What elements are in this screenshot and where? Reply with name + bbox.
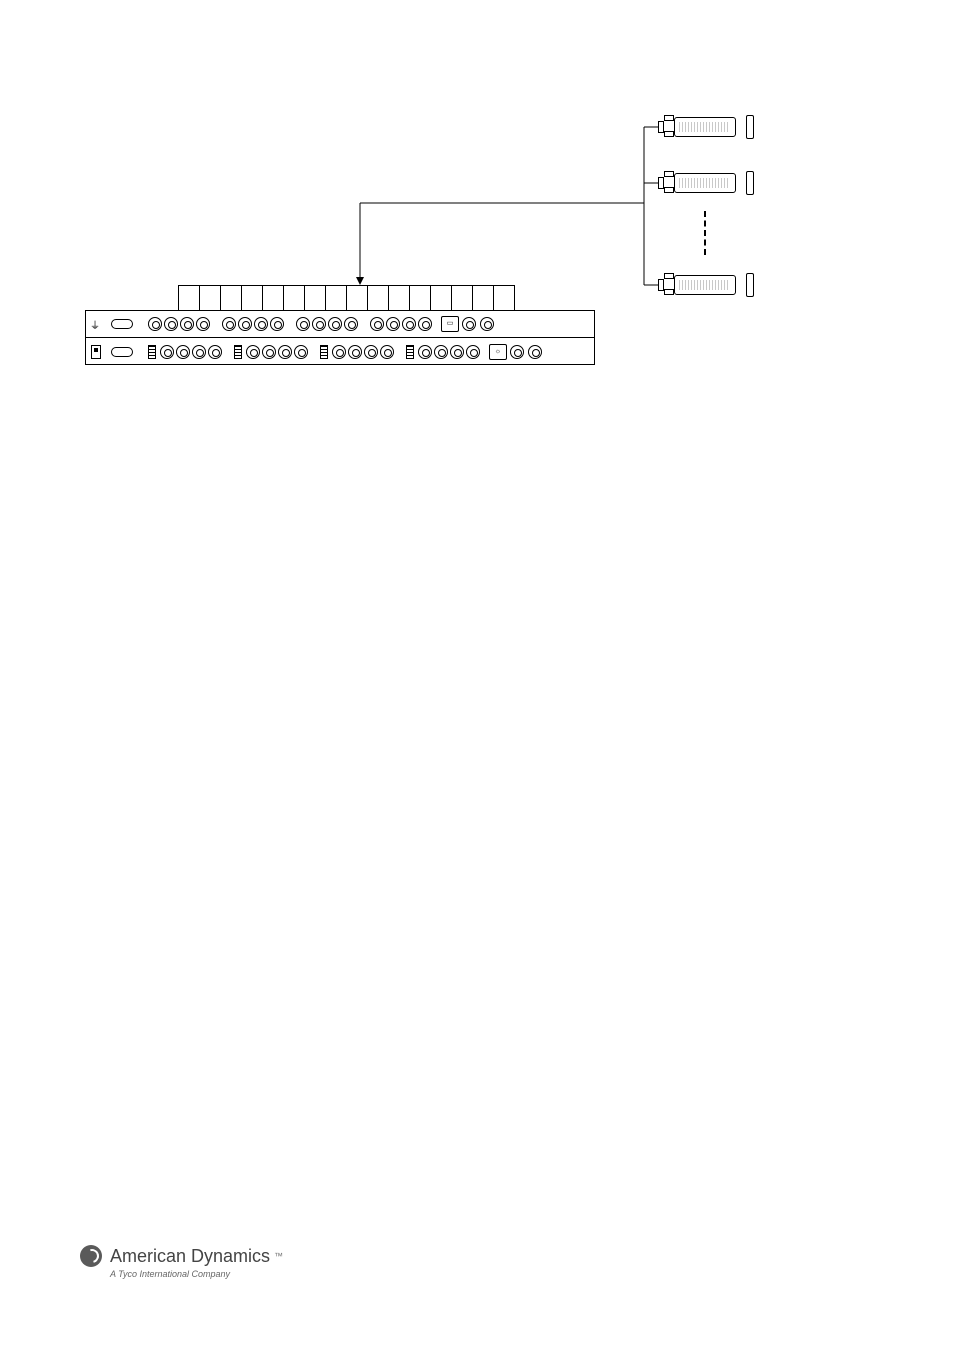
bnc-input — [402, 317, 416, 331]
rack-unit: ⏚ — [85, 310, 595, 365]
bnc-input — [370, 317, 384, 331]
terminal-block — [148, 345, 156, 359]
bnc-input — [296, 317, 310, 331]
camera-1 — [660, 113, 750, 141]
bnc-input — [254, 317, 268, 331]
brand-name: American Dynamics — [110, 1246, 270, 1267]
terminal-block — [234, 345, 242, 359]
bnc-loop — [434, 345, 448, 359]
monitor-icon: ▭ — [441, 316, 459, 332]
input-group-1 — [148, 317, 210, 331]
bnc-loop — [294, 345, 308, 359]
bnc-loop — [192, 345, 206, 359]
bnc-input — [196, 317, 210, 331]
camera-2 — [660, 169, 750, 197]
trademark-icon: ™ — [274, 1251, 283, 1261]
loop-group-1 — [148, 345, 222, 359]
bnc-loop — [450, 345, 464, 359]
input-group-4 — [370, 317, 432, 331]
input-group-3 — [296, 317, 358, 331]
bnc-loop — [332, 345, 346, 359]
bnc-loop — [160, 345, 174, 359]
bnc-input — [328, 317, 342, 331]
bnc-output — [462, 317, 476, 331]
bnc-input — [418, 317, 432, 331]
input-drop-lines — [178, 285, 518, 310]
camera-n — [660, 271, 750, 299]
bnc-input — [238, 317, 252, 331]
bnc-loop — [278, 345, 292, 359]
bnc-loop — [208, 345, 222, 359]
bnc-input — [164, 317, 178, 331]
globe-icon — [80, 1245, 102, 1267]
bnc-input — [270, 317, 284, 331]
bnc-output — [480, 317, 494, 331]
ellipsis-icon — [704, 211, 706, 255]
brand-subtitle: A Tyco International Company — [110, 1269, 380, 1279]
bnc-input — [148, 317, 162, 331]
serial-port — [111, 347, 133, 357]
bnc-loop — [348, 345, 362, 359]
serial-port — [111, 319, 133, 329]
loop-group-4 — [406, 345, 480, 359]
bnc-output — [510, 345, 524, 359]
rack-row-bottom: ☼ — [86, 338, 594, 365]
bnc-input — [386, 317, 400, 331]
power-icon — [86, 345, 104, 359]
loop-group-2 — [234, 345, 308, 359]
rack-row-top: ⏚ — [86, 311, 594, 338]
bnc-loop — [364, 345, 378, 359]
bnc-loop — [176, 345, 190, 359]
terminal-block — [406, 345, 414, 359]
bnc-input — [222, 317, 236, 331]
loop-group-3 — [320, 345, 394, 359]
terminal-block — [320, 345, 328, 359]
bnc-loop — [262, 345, 276, 359]
bnc-input — [344, 317, 358, 331]
wiring-diagram: ⏚ — [80, 95, 780, 375]
footer: American Dynamics ™ A Tyco International… — [80, 1245, 380, 1279]
bnc-loop — [246, 345, 260, 359]
input-group-2 — [222, 317, 284, 331]
ground-icon: ⏚ — [86, 317, 104, 332]
bnc-output — [528, 345, 542, 359]
bnc-loop — [380, 345, 394, 359]
bnc-loop — [418, 345, 432, 359]
brand-logo: American Dynamics ™ — [80, 1245, 380, 1267]
bnc-input — [312, 317, 326, 331]
bnc-loop — [466, 345, 480, 359]
bnc-input — [180, 317, 194, 331]
aux-icon: ☼ — [489, 344, 507, 360]
